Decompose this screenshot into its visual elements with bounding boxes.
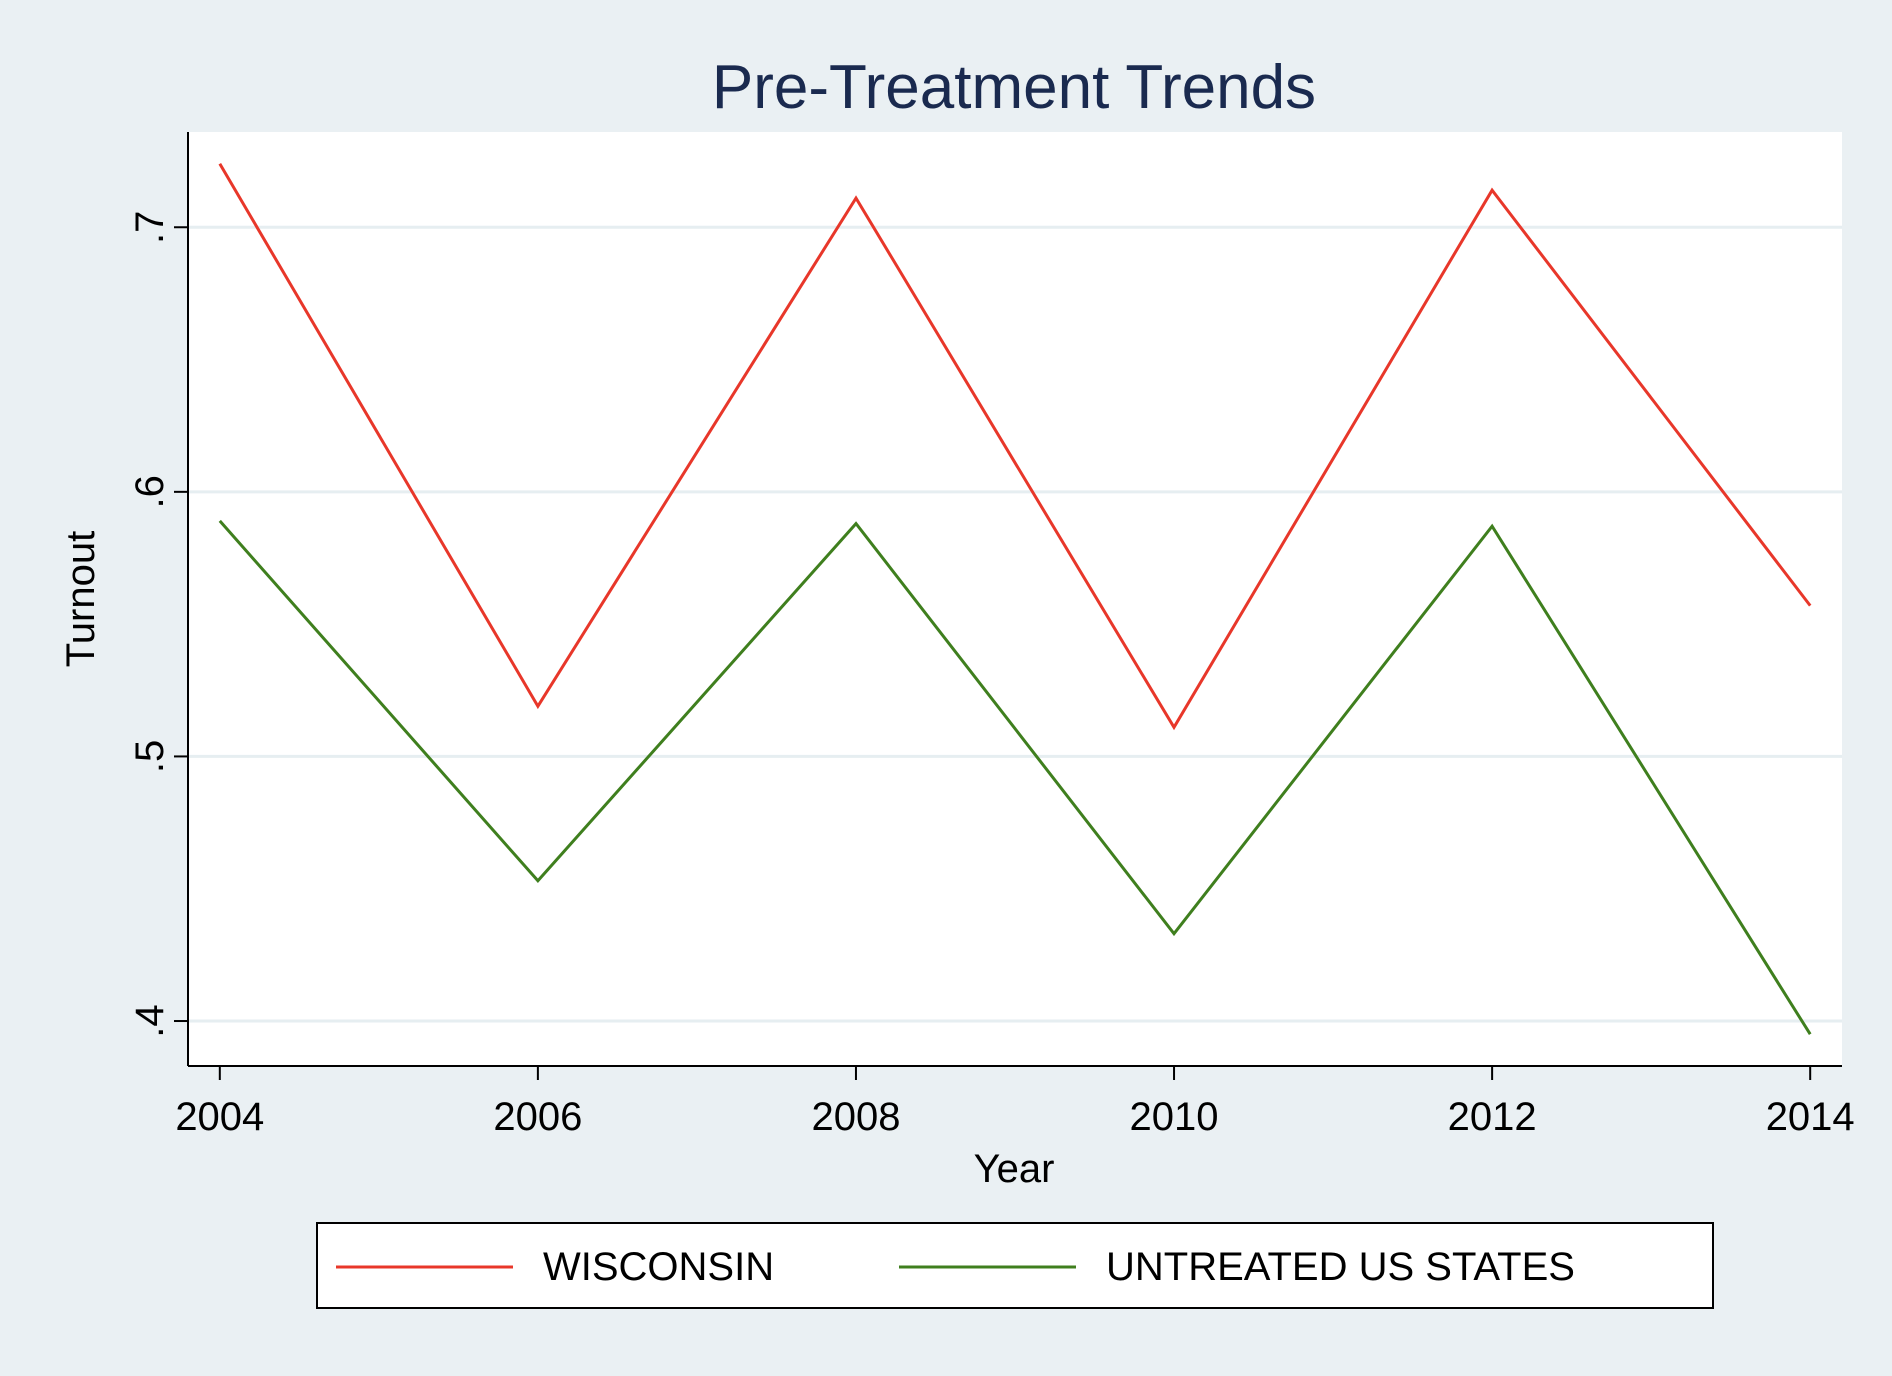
gridlines (188, 225, 1842, 1023)
x-tick-label: 2014 (1766, 1095, 1855, 1139)
x-tick-label: 2008 (811, 1095, 900, 1139)
x-tick-label: 2004 (175, 1095, 264, 1139)
plot-area (188, 132, 1842, 1066)
legend-label-0: WISCONSIN (543, 1245, 774, 1289)
y-tick-label: .7 (128, 211, 172, 244)
x-axis-label: Year (974, 1147, 1055, 1191)
series-line-1 (218, 519, 1812, 1035)
y-axis-label: Turnout (59, 531, 103, 667)
x-tick-label: 2010 (1130, 1095, 1219, 1139)
x-tick-label: 2006 (493, 1095, 582, 1139)
y-ticks: .4 .5 .6 .7 (128, 211, 188, 1038)
series-line-0 (218, 163, 1812, 731)
y-tick-label: .6 (128, 475, 172, 508)
chart-title: Pre-Treatment Trends (712, 53, 1316, 122)
legend-label-1: UNTREATED US STATES (1106, 1245, 1575, 1289)
legend: WISCONSIN UNTREATED US STATES (316, 1222, 1714, 1309)
series-lines (218, 163, 1812, 1035)
x-ticks: 2004 2006 2008 2010 2012 2014 (175, 1066, 1855, 1139)
x-tick-label: 2012 (1448, 1095, 1537, 1139)
y-tick-label: .5 (128, 740, 172, 773)
y-tick-label: .4 (128, 1004, 172, 1037)
